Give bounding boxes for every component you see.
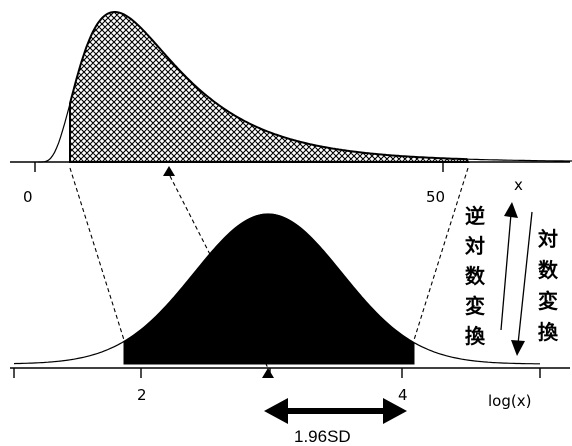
log-char-3: 変: [538, 289, 558, 313]
inverse-char-1: 逆: [465, 204, 485, 228]
inverse-char-3: 数: [465, 264, 486, 288]
top-axis-tick-label-0: 0: [23, 188, 33, 206]
mapping-line-mean: [169, 175, 269, 369]
log-arrowhead: [511, 340, 525, 356]
top-axis-tick-label-50: 50: [426, 188, 445, 206]
sd-interval-label: 1.96SD: [294, 427, 351, 446]
log-transform-label: 対 数 変 換: [537, 227, 559, 344]
bottom-mean-marker: [262, 368, 274, 378]
sd-arrowhead-right: [383, 398, 407, 424]
inverse-log-arrowhead: [504, 202, 518, 218]
log-char-4: 換: [538, 320, 559, 344]
inverse-char-2: 対: [464, 234, 485, 258]
bottom-axis-tick-label-2: 2: [137, 386, 147, 404]
inverse-log-arrow: [500, 213, 512, 331]
top-mean-marker: [163, 166, 175, 176]
mapping-line-upper-bound: [413, 167, 469, 341]
log-char-2: 数: [538, 258, 559, 282]
inverse-char-4: 変: [465, 294, 485, 318]
top-axis-variable-label: x: [514, 176, 523, 194]
mapping-line-lower-bound: [69, 167, 125, 341]
normal-shaded-area: [123, 213, 415, 365]
lognormal-shaded-area: [69, 11, 470, 163]
bottom-axis-variable-label: log(x): [488, 392, 531, 410]
inverse-char-5: 換: [465, 324, 486, 348]
inverse-log-transform-label: 逆 対 数 変 換: [464, 204, 486, 348]
log-char-1: 対: [537, 227, 558, 251]
sd-arrowhead-left: [264, 398, 288, 424]
bottom-axis-tick-label-4: 4: [398, 386, 408, 404]
log-arrow: [517, 211, 533, 345]
